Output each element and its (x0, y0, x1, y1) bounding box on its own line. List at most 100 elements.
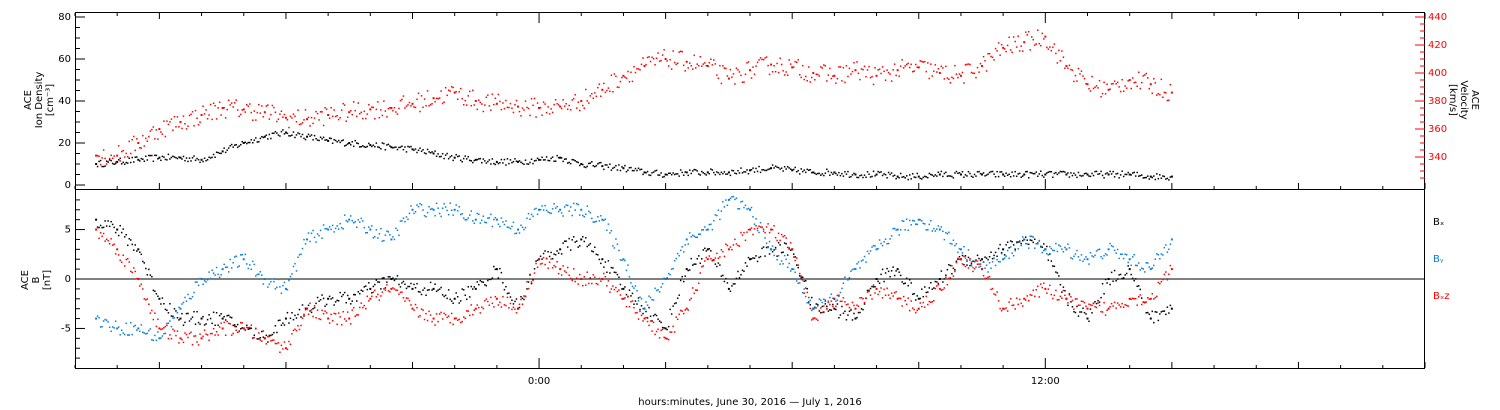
density-sample (847, 170, 849, 173)
bz-sample (591, 282, 593, 285)
by-sample (943, 238, 946, 241)
bz-sample (511, 308, 513, 311)
bz-sample (111, 244, 114, 246)
velocity-sample (823, 64, 825, 66)
bx-sample (169, 302, 171, 305)
by-sample (931, 230, 934, 232)
bz-sample (762, 228, 765, 231)
density-sample (339, 141, 341, 144)
by-sample (738, 208, 741, 210)
by-sample (1095, 250, 1098, 252)
density-sample (777, 166, 780, 169)
bx-sample (804, 280, 807, 282)
density-sample (655, 169, 658, 172)
bz-sample (1085, 305, 1087, 308)
velocity-sample (691, 68, 694, 70)
density-sample (1049, 170, 1051, 173)
bx-sample (246, 324, 248, 327)
bx-sample (684, 275, 686, 277)
bz-sample (919, 302, 922, 304)
bz-point (981, 268, 984, 271)
velocity-sample (1098, 79, 1101, 82)
by-sample (869, 250, 872, 252)
by-point (685, 238, 688, 241)
density-sample (120, 163, 123, 165)
bx-sample (990, 251, 992, 254)
velocity-sample (958, 73, 961, 75)
by-sample (117, 326, 120, 328)
density-sample (708, 172, 711, 175)
velocity-sample (532, 104, 534, 107)
by-sample (714, 214, 717, 216)
bx-sample (583, 240, 586, 243)
density-sample (464, 155, 466, 157)
by-point (770, 248, 773, 251)
density-sample (904, 177, 906, 179)
bx-sample (184, 321, 186, 324)
bx-sample (352, 293, 355, 296)
velocity-sample (485, 96, 488, 99)
bz-sample (485, 298, 488, 300)
density-sample (1130, 174, 1132, 176)
density-sample (1098, 173, 1101, 175)
density-sample (1089, 175, 1092, 178)
density-sample (714, 173, 717, 176)
density-point (474, 158, 477, 161)
by-sample (708, 223, 711, 226)
bz-sample (392, 287, 394, 289)
by-sample (399, 220, 402, 222)
velocity-sample (902, 67, 905, 69)
density-sample (806, 168, 809, 171)
density-sample (557, 156, 560, 159)
by-sample (268, 283, 271, 285)
by-sample (197, 284, 200, 287)
by-sample (994, 264, 997, 267)
bz-sample (315, 317, 317, 319)
bz-sample (1055, 289, 1057, 292)
bz-sample (618, 289, 620, 291)
velocity-sample (1142, 75, 1144, 77)
bz-sample (1008, 301, 1010, 303)
density-sample (268, 133, 271, 136)
density-sample (170, 156, 173, 159)
velocity-sample (322, 124, 325, 127)
bx-sample (396, 275, 399, 277)
by-sample (224, 266, 227, 269)
bx-sample (631, 292, 634, 295)
bx-sample (907, 284, 909, 287)
bx-sample (374, 283, 376, 286)
bx-sample (1055, 271, 1057, 273)
bz-sample (104, 240, 106, 242)
bx-sample (441, 294, 444, 296)
by-sample (283, 281, 286, 284)
density-sample (318, 139, 320, 142)
bx-sample (952, 267, 955, 270)
by-sample (930, 219, 932, 222)
bx-sample (157, 295, 159, 298)
density-sample (701, 170, 703, 173)
density-point (1107, 173, 1110, 176)
bx-sample (860, 308, 863, 310)
velocity-sample (1166, 99, 1169, 102)
by-sample (107, 321, 109, 323)
by-sample (557, 210, 560, 213)
velocity-sample (1162, 96, 1164, 98)
bx-sample (857, 311, 860, 314)
bz-sample (826, 307, 828, 310)
bz-sample (710, 257, 712, 260)
bz-sample (759, 226, 762, 228)
density-sample (133, 161, 135, 163)
by-sample (401, 220, 403, 222)
by-sample (139, 330, 141, 333)
by-sample (872, 244, 875, 247)
bz-sample (1162, 278, 1164, 281)
density-sample (783, 166, 786, 168)
bz-sample (268, 335, 271, 338)
velocity-point (749, 69, 751, 72)
bx-sample (1071, 306, 1074, 308)
bx-sample (253, 334, 256, 336)
bz-sample (1101, 311, 1104, 313)
bz-sample (276, 342, 278, 345)
velocity-sample (874, 67, 876, 69)
by-sample (303, 238, 305, 241)
